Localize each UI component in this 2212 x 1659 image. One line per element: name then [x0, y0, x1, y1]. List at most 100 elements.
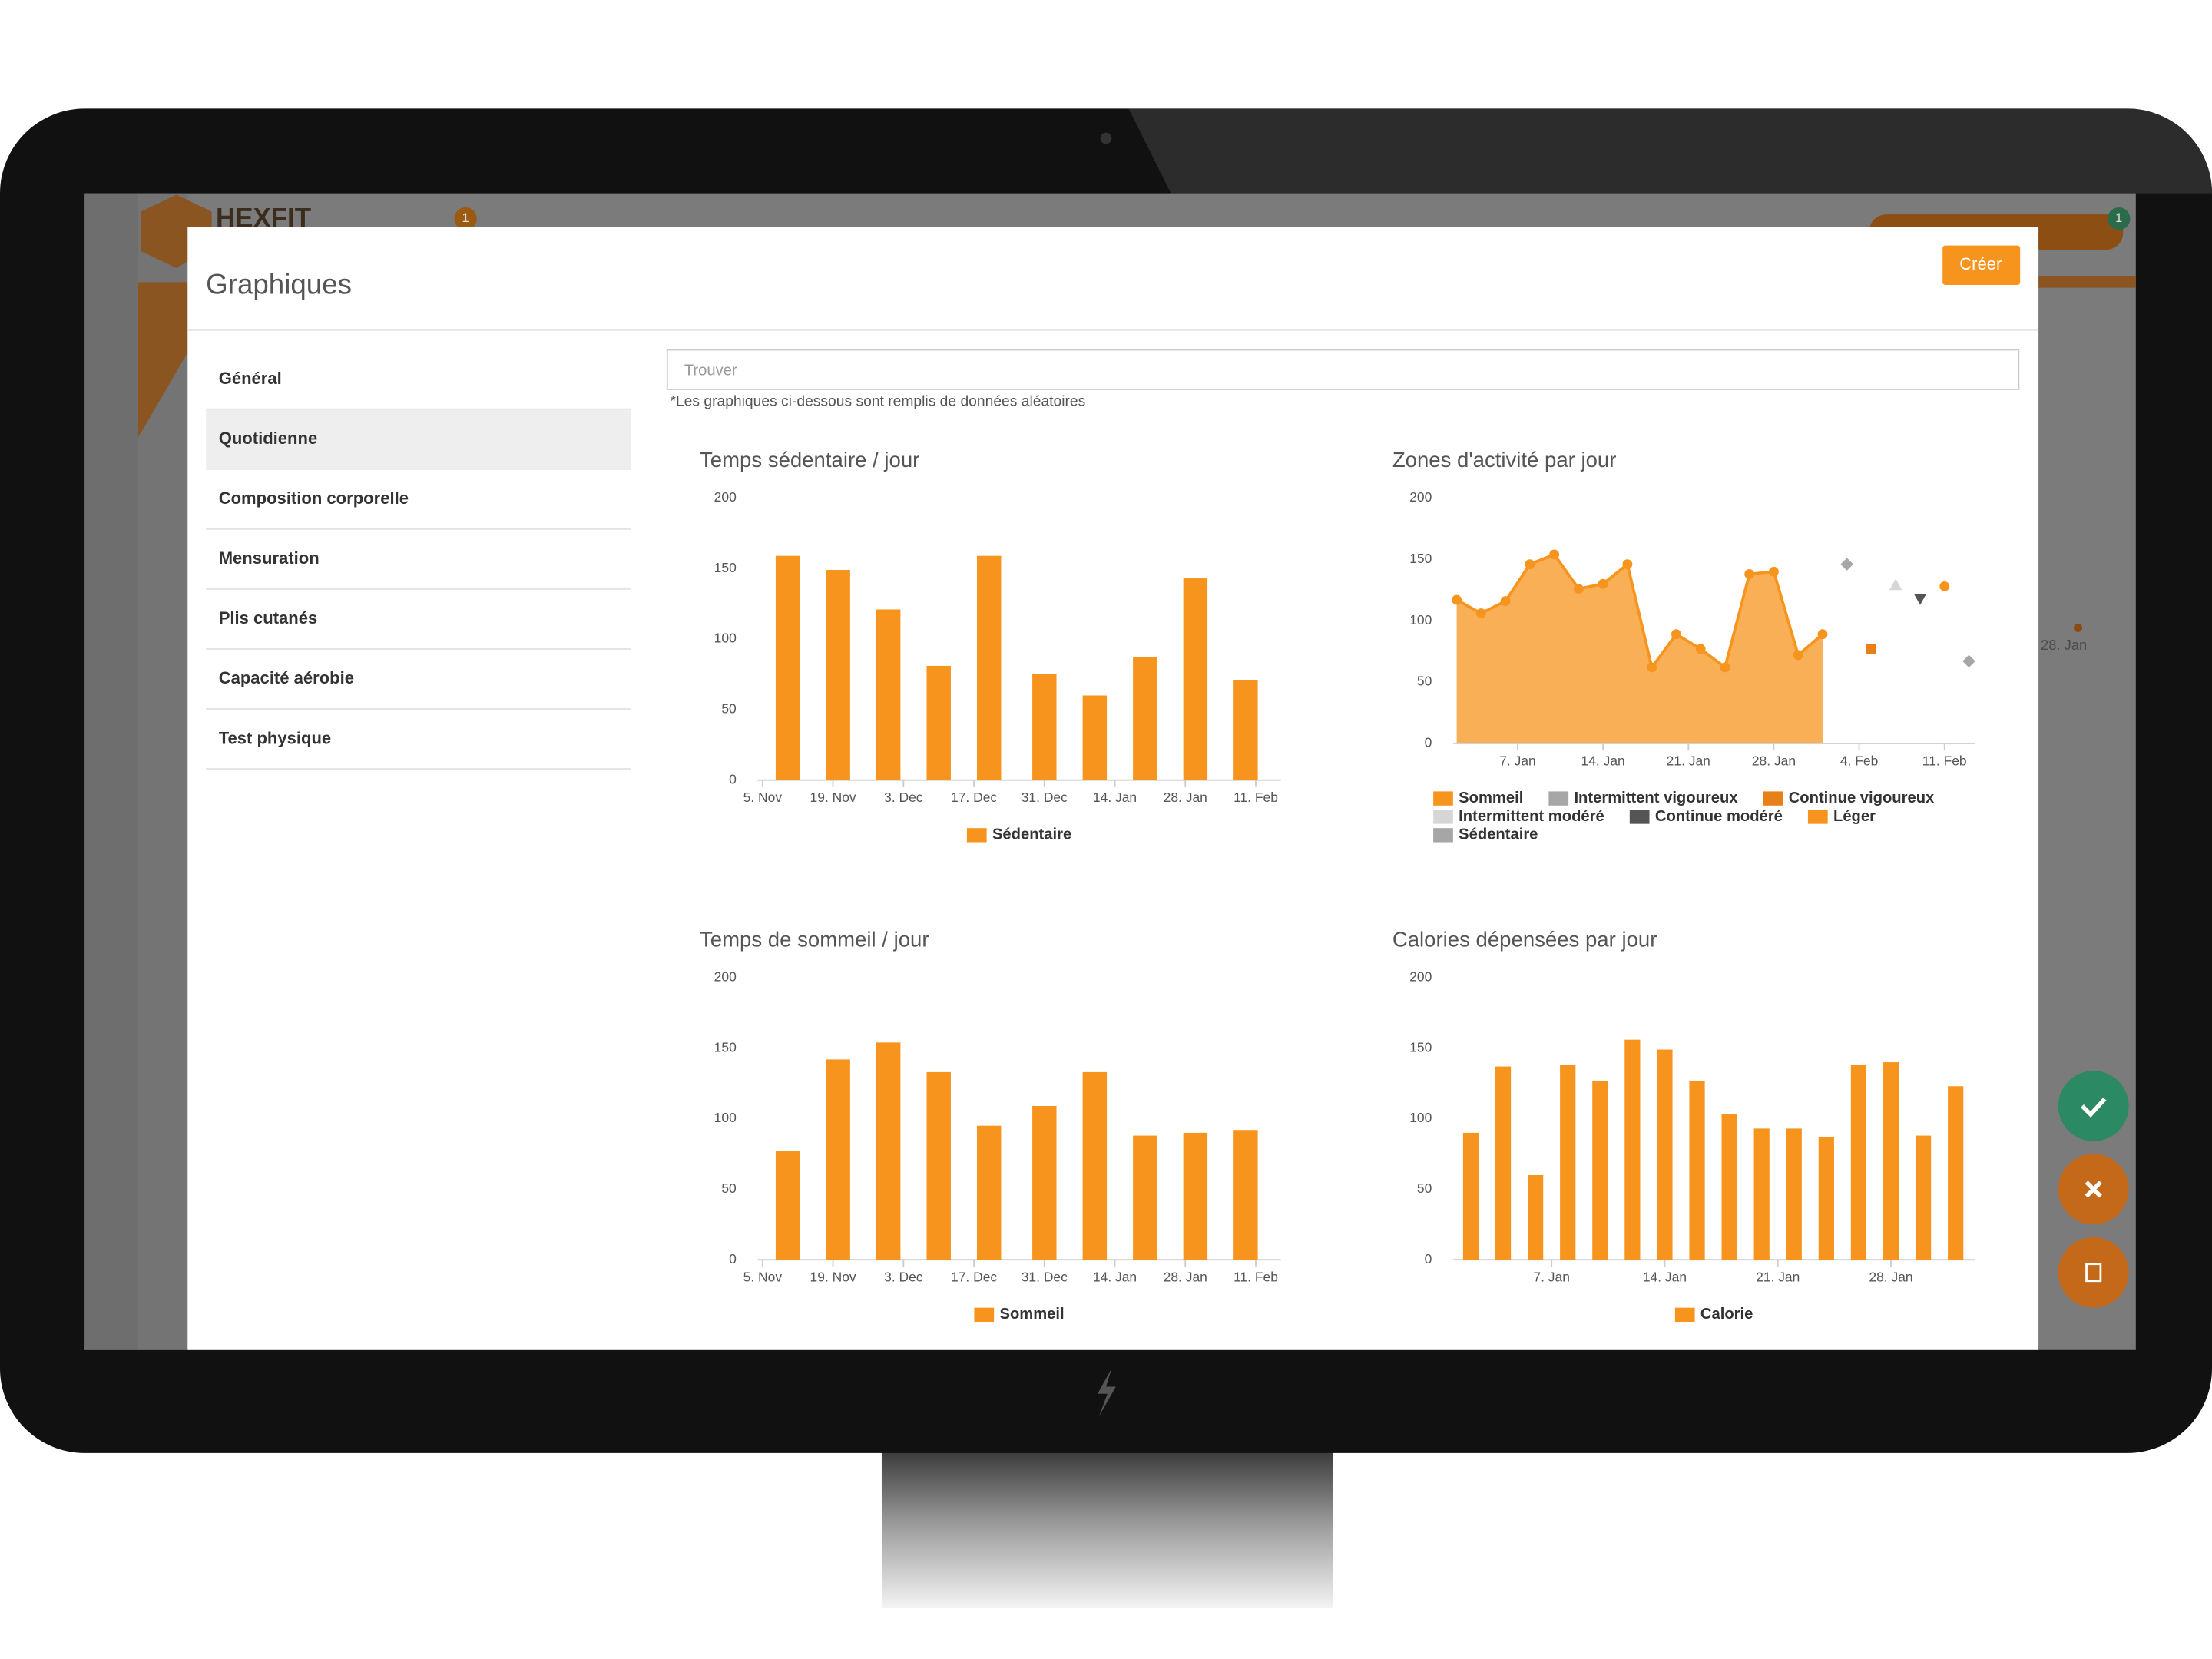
bar [775, 1151, 800, 1260]
menu-item[interactable]: Quotidienne [219, 429, 318, 448]
legend-label[interactable]: Continue vigoureux [1789, 790, 1935, 806]
bar [775, 555, 800, 780]
legend-label[interactable]: Sommeil [1459, 790, 1523, 806]
chart-title: Temps de sommeil / jour [700, 927, 929, 951]
y-tick-label: 150 [714, 560, 737, 575]
legend-swatch[interactable] [1433, 828, 1453, 843]
bar [1657, 1049, 1673, 1260]
create-button-label[interactable]: Créer [1959, 254, 2002, 273]
bar [1721, 1114, 1737, 1260]
area-fill [1456, 554, 1823, 743]
scatter-point [1962, 654, 1975, 668]
modal-title: Graphiques [206, 269, 352, 300]
legend-swatch[interactable] [1807, 810, 1828, 824]
note: *Les graphiques ci-dessous sont remplis … [670, 394, 1085, 410]
legend-label[interactable]: Continue modéré [1655, 808, 1783, 825]
legend-swatch[interactable] [1433, 810, 1453, 824]
bar [1183, 578, 1208, 780]
bar [1689, 1080, 1705, 1260]
scatter-point [1913, 593, 1927, 605]
x-tick-label: 28. Jan [1164, 790, 1207, 805]
legend-label[interactable]: Calorie [1700, 1306, 1753, 1323]
x-tick-label: 31. Dec [1022, 790, 1068, 805]
area-line [1455, 552, 1824, 671]
area-point [1573, 584, 1584, 594]
menu-item[interactable]: Plis cutanés [219, 608, 318, 628]
menu-item[interactable]: Mensuration [219, 548, 320, 568]
bar [1916, 1135, 1932, 1260]
create-button[interactable] [1942, 245, 2021, 286]
background-dot [2074, 623, 2083, 632]
badge [454, 207, 477, 230]
legend-swatch[interactable] [974, 1307, 995, 1323]
legend-swatch[interactable] [1674, 1307, 1695, 1323]
bar [926, 1071, 951, 1260]
app-accent [138, 282, 188, 438]
legend-label[interactable]: Intermittent vigoureux [1574, 790, 1738, 806]
menu-item[interactable]: Composition corporelle [219, 488, 409, 508]
y-tick-label: 200 [714, 969, 737, 984]
bar [1233, 1130, 1258, 1260]
y-tick-label: 0 [1425, 1251, 1432, 1267]
y-tick-label: 100 [714, 1110, 737, 1125]
x-tick-label: 5. Nov [743, 1270, 783, 1285]
monitor-stand [881, 1439, 1333, 1608]
area-point [1622, 559, 1633, 570]
area-point [1475, 608, 1486, 619]
fab-delete[interactable] [2058, 1237, 2129, 1308]
legend-swatch[interactable] [1548, 791, 1569, 806]
legend-swatch[interactable] [1433, 791, 1453, 806]
x-tick-label: 17. Dec [951, 790, 997, 805]
y-tick-label: 100 [1409, 612, 1432, 628]
fab-icon [2085, 1263, 2102, 1283]
legend-swatch[interactable] [1629, 810, 1650, 824]
badge-count: 1 [2115, 210, 2122, 225]
menu-item[interactable]: Capacité aérobie [219, 668, 354, 687]
area-point [1744, 569, 1755, 579]
bar [1948, 1086, 1964, 1260]
area-point [1500, 596, 1511, 607]
legend-label[interactable]: Intermittent modéré [1459, 808, 1604, 825]
area-point [1817, 629, 1828, 640]
legend-swatch[interactable] [966, 828, 987, 843]
search-placeholder[interactable]: Trouver [684, 362, 737, 379]
menu-item[interactable]: Test physique [219, 728, 332, 747]
x-tick-label: 21. Jan [1667, 753, 1710, 768]
bar [1082, 695, 1108, 780]
x-tick-label: 28. Jan [1752, 753, 1796, 768]
legend-swatch[interactable] [1763, 791, 1783, 806]
y-tick-label: 50 [721, 1181, 737, 1196]
menu-item[interactable]: Général [219, 369, 282, 388]
y-tick-label: 100 [714, 631, 737, 646]
x-tick-label: 11. Feb [1233, 790, 1278, 805]
bar [1233, 680, 1258, 780]
area-point [1598, 578, 1608, 589]
y-tick-label: 50 [1417, 674, 1432, 689]
fab-confirm[interactable] [2058, 1071, 2129, 1141]
x-tick-label: 21. Jan [1756, 1270, 1800, 1285]
y-tick-label: 200 [714, 489, 737, 505]
y-tick-label: 50 [721, 700, 737, 716]
legend-label[interactable]: Léger [1833, 808, 1876, 825]
x-tick-label: 7. Jan [1499, 753, 1536, 768]
bar [977, 555, 1002, 780]
legend-label[interactable]: Sédentaire [992, 826, 1071, 843]
bar [1032, 674, 1057, 780]
bar [1133, 657, 1157, 780]
legend-label[interactable]: Sédentaire [1459, 826, 1538, 843]
bar [1183, 1132, 1208, 1260]
search-input[interactable] [666, 349, 2020, 390]
legend-label[interactable]: Sommeil [999, 1306, 1064, 1323]
x-tick-label: 14. Jan [1643, 1270, 1687, 1285]
monitor-logo [1097, 1368, 1116, 1417]
y-tick-label: 0 [729, 771, 737, 786]
x-tick-label: 14. Jan [1581, 753, 1625, 768]
bar [1032, 1106, 1057, 1260]
area-point [1671, 629, 1681, 640]
y-tick-label: 50 [1417, 1181, 1432, 1196]
area-point [1647, 662, 1657, 673]
scatter-point [1939, 581, 1950, 591]
x-tick-label: 17. Dec [951, 1270, 997, 1285]
x-tick-label: 11. Feb [1922, 753, 1967, 768]
